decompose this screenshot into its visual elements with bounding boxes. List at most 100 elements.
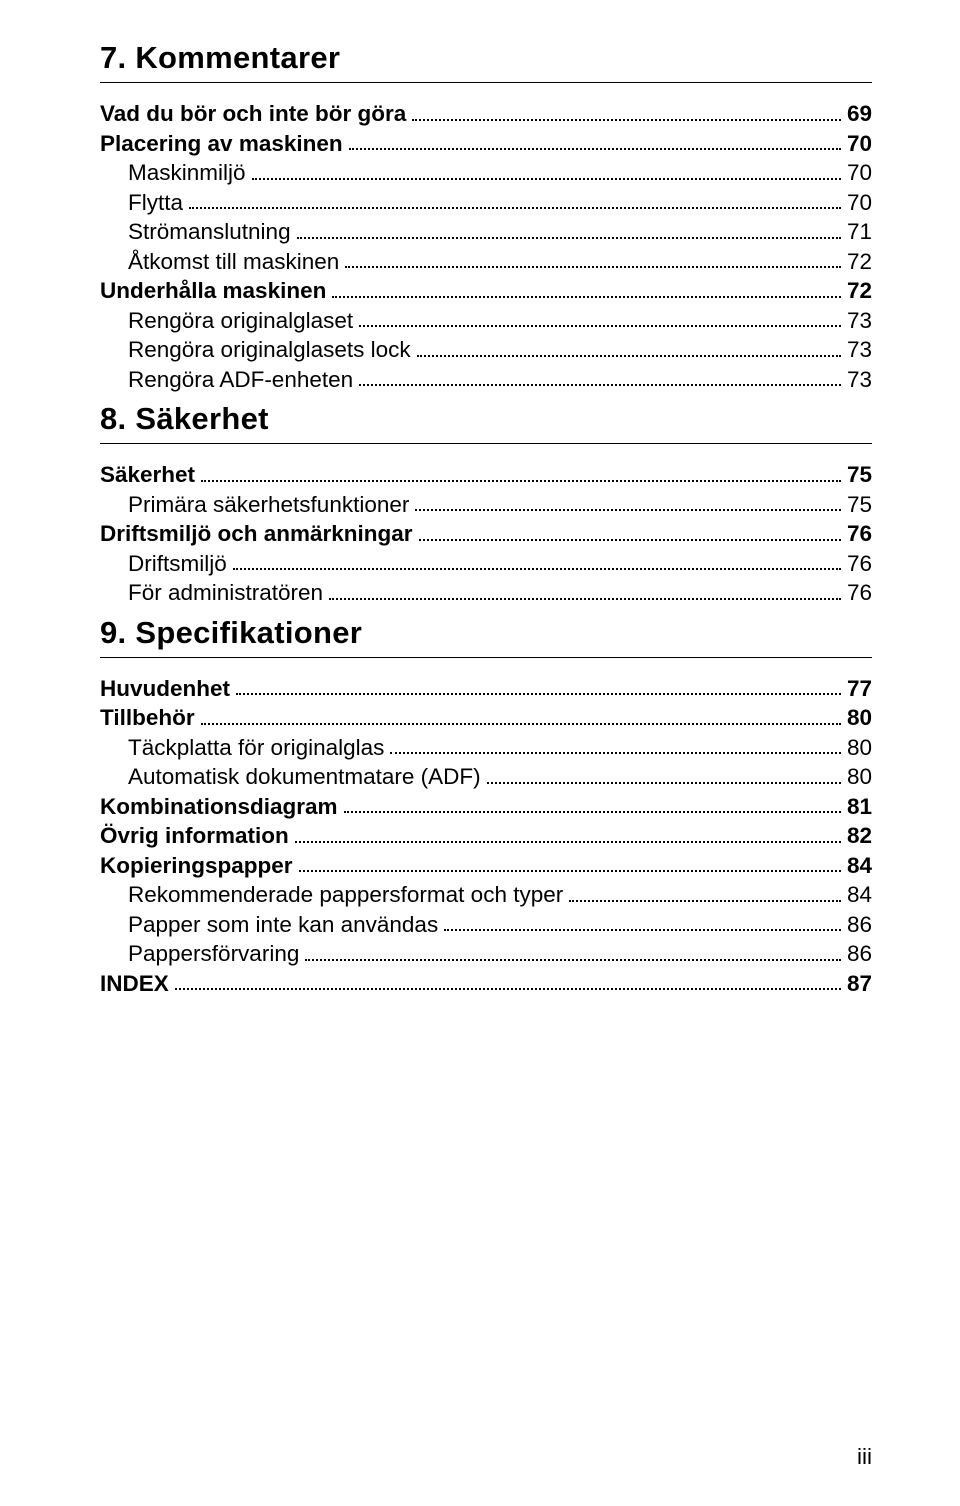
toc-entry-page: 70 [843,162,872,185]
chapter-title-7: 7. Kommentarer [100,40,872,76]
leader-dots [233,568,841,570]
toc-entry-page: 86 [843,914,872,937]
toc-entry-page: 73 [843,369,872,392]
toc-entry-label: Tillbehör [100,707,199,730]
toc-entry[interactable]: Primära säkerhetsfunktioner 75 [100,494,872,517]
toc-entry-page: 84 [843,884,872,907]
toc-entry-label: Rengöra originalglasets lock [128,339,415,362]
toc-entry-page: 69 [843,103,872,126]
toc-entry-page: 75 [843,494,872,517]
toc-entry-page: 73 [843,339,872,362]
toc-entry[interactable]: Rengöra ADF-enheten 73 [100,369,872,392]
toc-entry-label: Kopieringspapper [100,855,297,878]
leader-dots [305,959,841,961]
toc-entry[interactable]: Tillbehör 80 [100,707,872,730]
toc-entry-page: 76 [843,582,872,605]
leader-dots [236,693,841,695]
toc-entry-page: 84 [843,855,872,878]
leader-dots [295,841,841,843]
toc-entry-page: 80 [843,707,872,730]
toc-entry[interactable]: Automatisk dokumentmatare (ADF) 80 [100,766,872,789]
toc-entry-page: 73 [843,310,872,333]
toc-entry[interactable]: Kopieringspapper 84 [100,855,872,878]
leader-dots [359,384,841,386]
toc-entry-page: 70 [843,192,872,215]
toc-entry[interactable]: Rengöra originalglasets lock 73 [100,339,872,362]
toc-entry-page: 75 [843,464,872,487]
leader-dots [359,325,841,327]
leader-dots [175,988,841,990]
leader-dots [349,148,841,150]
toc-entry[interactable]: Övrig information 82 [100,825,872,848]
leader-dots [189,207,841,209]
toc-entry-label: Driftsmiljö [128,553,231,576]
toc-entry[interactable]: Rekommenderade pappersformat och typer 8… [100,884,872,907]
toc-entry[interactable]: Huvudenhet 77 [100,678,872,701]
toc-entry[interactable]: Strömanslutning 71 [100,221,872,244]
toc-entry[interactable]: Underhålla maskinen 72 [100,280,872,303]
toc-entry[interactable]: Maskinmiljö 70 [100,162,872,185]
toc-entry-label: Vad du bör och inte bör göra [100,103,410,126]
toc-entry[interactable]: Pappersförvaring 86 [100,943,872,966]
leader-dots [252,178,841,180]
leader-dots [332,296,841,298]
toc-entry-label: Flytta [128,192,187,215]
toc-entry-page: 82 [843,825,872,848]
toc-entry[interactable]: Rengöra originalglaset 73 [100,310,872,333]
toc-entry-index[interactable]: INDEX 87 [100,973,872,996]
chapter-title-9: 9. Specifikationer [100,615,872,651]
toc-entry[interactable]: Vad du bör och inte bör göra 69 [100,103,872,126]
leader-dots [390,752,841,754]
toc-entry-label: Placering av maskinen [100,133,347,156]
leader-dots [297,237,841,239]
toc-entry-label: Maskinmiljö [128,162,250,185]
leader-dots [415,509,841,511]
chapter-8-entries: Säkerhet 75 Primära säkerhetsfunktioner … [100,464,872,605]
toc-entry-label: Primära säkerhetsfunktioner [128,494,413,517]
toc-entry[interactable]: Säkerhet 75 [100,464,872,487]
toc-entry[interactable]: För administratören 76 [100,582,872,605]
chapter-rule [100,657,872,658]
toc-entry-label: Strömanslutning [128,221,295,244]
toc-entry-page: 72 [843,280,872,303]
page-number: iii [857,1444,872,1470]
toc-entry-label: Automatisk dokumentmatare (ADF) [128,766,485,789]
toc-entry[interactable]: Kombinationsdiagram 81 [100,796,872,819]
toc-entry-label: Huvudenhet [100,678,234,701]
toc-entry[interactable]: Driftsmiljö 76 [100,553,872,576]
toc-entry-label: Papper som inte kan användas [128,914,442,937]
leader-dots [569,900,841,902]
toc-entry[interactable]: Åtkomst till maskinen 72 [100,251,872,274]
toc-entry-label: Rengöra ADF-enheten [128,369,357,392]
chapter-7-entries: Vad du bör och inte bör göra 69 Placerin… [100,103,872,391]
chapter-9-entries: Huvudenhet 77 Tillbehör 80 Täckplatta fö… [100,678,872,966]
leader-dots [329,598,841,600]
leader-dots [344,811,841,813]
leader-dots [417,355,841,357]
leader-dots [487,782,841,784]
toc-entry-label: INDEX [100,973,173,996]
leader-dots [419,539,841,541]
chapter-rule [100,443,872,444]
toc-entry-label: För administratören [128,582,327,605]
toc-entry-label: Kombinationsdiagram [100,796,342,819]
toc-entry-page: 76 [843,553,872,576]
toc-entry[interactable]: Täckplatta för originalglas 80 [100,737,872,760]
chapter-title-8: 8. Säkerhet [100,401,872,437]
leader-dots [299,870,841,872]
toc-entry-page: 70 [843,133,872,156]
toc-entry[interactable]: Driftsmiljö och anmärkningar 76 [100,523,872,546]
leader-dots [345,266,841,268]
toc-entry-page: 72 [843,251,872,274]
toc-entry-label: Säkerhet [100,464,199,487]
toc-entry-page: 86 [843,943,872,966]
toc-entry-label: Rekommenderade pappersformat och typer [128,884,567,907]
toc-entry-label: Övrig information [100,825,293,848]
toc-entry[interactable]: Placering av maskinen 70 [100,133,872,156]
toc-entry-page: 71 [843,221,872,244]
toc-entry-label: Rengöra originalglaset [128,310,357,333]
toc-entry-page: 80 [843,737,872,760]
toc-entry[interactable]: Flytta 70 [100,192,872,215]
toc-entry[interactable]: Papper som inte kan användas 86 [100,914,872,937]
toc-entry-page: 80 [843,766,872,789]
